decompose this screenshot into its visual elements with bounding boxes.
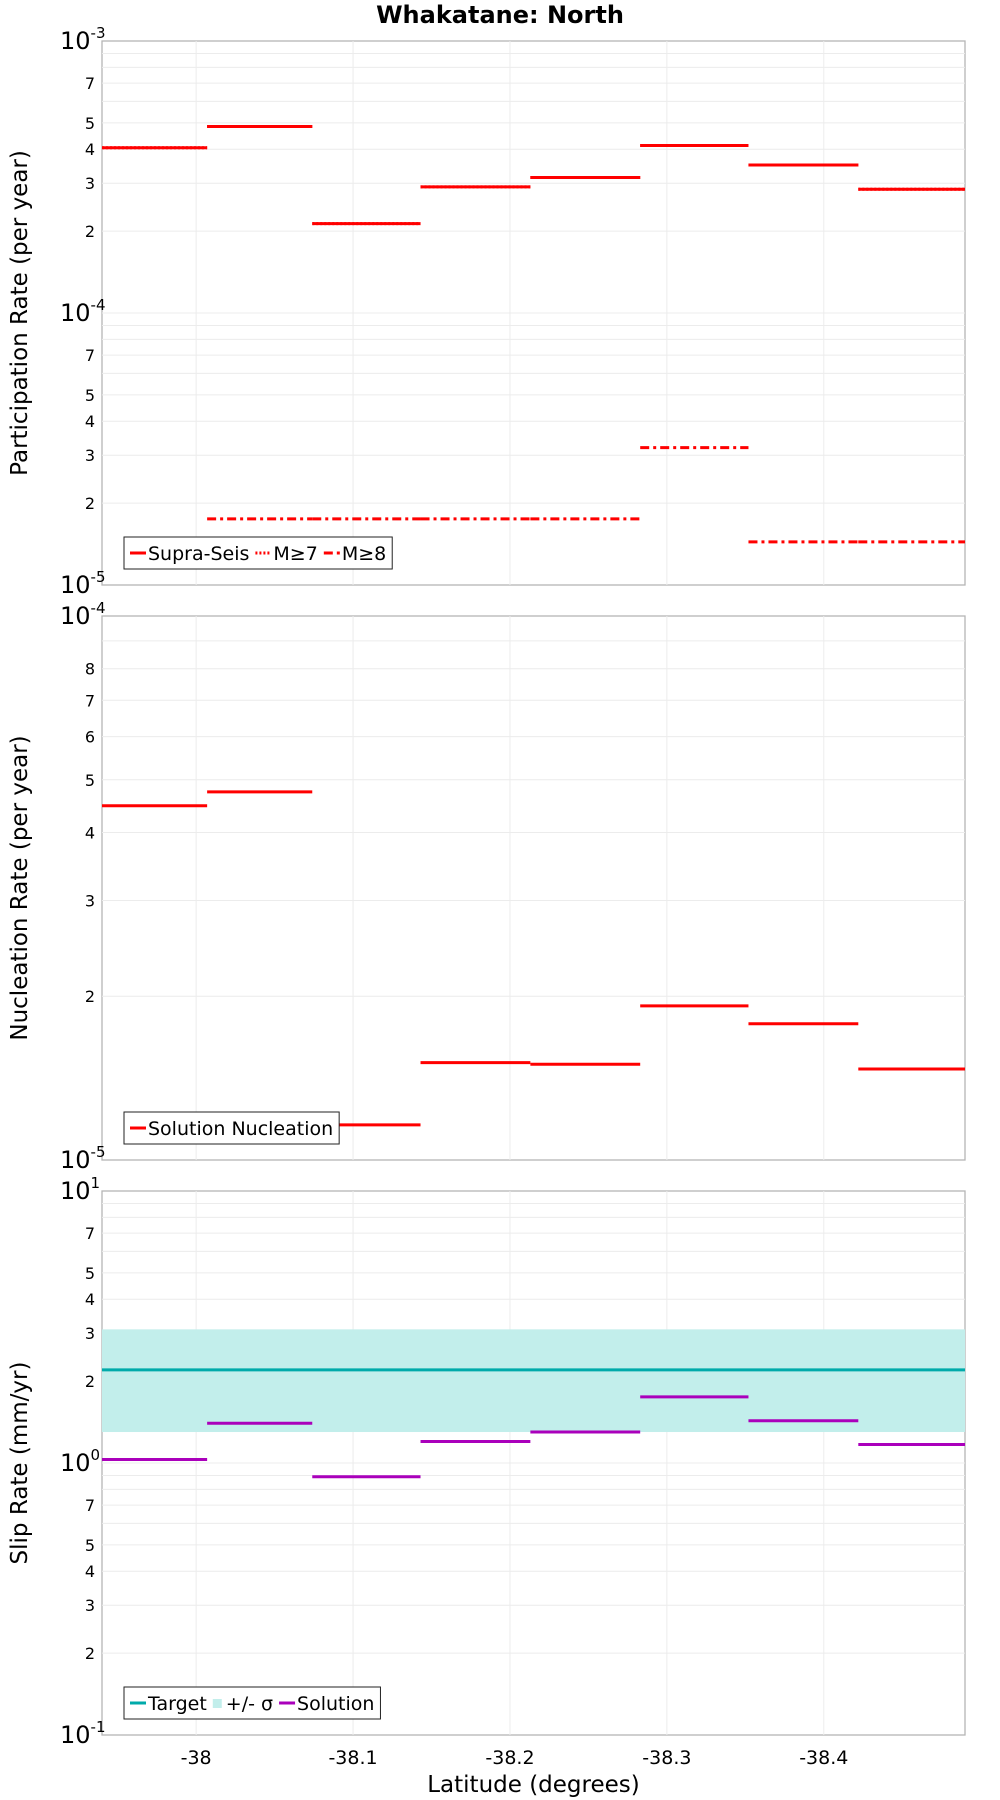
y-tick-major: 10-5: [60, 1143, 106, 1174]
tick-base: 10: [60, 27, 91, 55]
legend: Solution Nucleation: [123, 1111, 340, 1145]
y-tick-minor: 7: [85, 1496, 95, 1515]
x-tick-label: -38.1: [328, 1747, 377, 1769]
y-tick-minor: 7: [85, 1224, 95, 1243]
plot-frame: [101, 615, 966, 1161]
chart-panels: Participation Rate (per year)10-310-410-…: [7, 24, 966, 1798]
y-tick-minor: 2: [85, 494, 95, 513]
tick-base: 10: [60, 1146, 91, 1174]
legend-box: [123, 1686, 381, 1720]
tick-base: 10: [60, 602, 91, 630]
panel-3: Slip Rate (mm/yr)10110010-17543275432-38…: [7, 1174, 966, 1798]
legend-entry-label: Target: [147, 1693, 207, 1715]
chart-title: Whakatane: North: [376, 1, 624, 29]
tick-base: 10: [60, 1721, 91, 1749]
y-tick-minor: 2: [85, 1372, 95, 1391]
y-tick-minor: 4: [85, 1562, 95, 1581]
tick-base: 10: [60, 1177, 91, 1205]
tick-base: 10: [60, 1449, 91, 1477]
y-tick-minor: 3: [85, 1324, 95, 1343]
legend-entry-label: Solution: [297, 1693, 374, 1715]
legend-box: [123, 536, 393, 570]
y-tick-minor: 8: [85, 660, 95, 679]
y-tick-minor: 3: [85, 446, 95, 465]
legend-entry-label: M≥8: [342, 543, 386, 565]
y-tick-minor: 4: [85, 1290, 95, 1309]
y-tick-minor: 7: [85, 74, 95, 93]
legend-entry-label: Solution Nucleation: [148, 1118, 333, 1140]
tick-exponent: -4: [91, 296, 106, 314]
tick-base: 10: [60, 571, 91, 599]
y-tick-minor: 2: [85, 1644, 95, 1663]
y-tick-minor: 2: [85, 987, 95, 1006]
tick-exponent: 1: [91, 1174, 101, 1192]
tick-exponent: -3: [91, 24, 106, 42]
y-tick-major: 10-4: [60, 599, 106, 630]
x-tick-label: -38.3: [642, 1747, 691, 1769]
tick-exponent: -4: [91, 599, 106, 617]
y-tick-minor: 4: [85, 140, 95, 159]
y-axis-label: Slip Rate (mm/yr): [7, 1362, 33, 1565]
y-tick-minor: 5: [85, 1264, 95, 1283]
tick-base: 10: [60, 299, 91, 327]
panel-2: Nucleation Rate (per year)10-410-5876543…: [7, 599, 966, 1174]
y-tick-minor: 2: [85, 222, 95, 241]
tick-exponent: 0: [91, 1446, 101, 1464]
tick-exponent: -5: [91, 568, 106, 586]
y-tick-minor: 5: [85, 771, 95, 790]
y-tick-minor: 5: [85, 114, 95, 133]
legend-entry-label: Supra-Seis: [148, 543, 249, 565]
y-tick-minor: 3: [85, 891, 95, 910]
x-tick-label: -38: [181, 1747, 212, 1769]
sigma-band: [102, 1329, 965, 1433]
y-tick-major: 100: [60, 1446, 100, 1477]
y-tick-minor: 4: [85, 412, 95, 431]
panel-1: Participation Rate (per year)10-310-410-…: [7, 24, 966, 599]
x-axis-label: Latitude (degrees): [427, 1772, 640, 1798]
legend-entry-label: +/- σ: [226, 1693, 273, 1715]
y-tick-major: 10-5: [60, 568, 106, 599]
legend: Supra-Seis M≥7 M≥8: [123, 536, 393, 570]
tick-exponent: -5: [91, 1143, 106, 1161]
x-tick-label: -38.2: [485, 1747, 534, 1769]
y-tick-major: 101: [60, 1174, 100, 1205]
x-tick-label: -38.4: [799, 1747, 848, 1769]
tick-exponent: -1: [91, 1718, 106, 1736]
legend-swatch: [212, 1699, 222, 1708]
y-tick-minor: 4: [85, 823, 95, 842]
y-tick-minor: 6: [85, 728, 95, 747]
y-tick-minor: 7: [85, 691, 95, 710]
y-axis-label: Nucleation Rate (per year): [7, 735, 33, 1040]
y-tick-minor: 5: [85, 386, 95, 405]
legend: Target +/- σ Solution: [123, 1686, 381, 1720]
y-tick-major: 10-3: [60, 24, 106, 55]
y-axis-label: Participation Rate (per year): [7, 150, 33, 476]
y-tick-minor: 3: [85, 1596, 95, 1615]
y-tick-minor: 5: [85, 1536, 95, 1555]
legend-box: [123, 1111, 340, 1145]
y-tick-major: 10-4: [60, 296, 106, 327]
y-tick-minor: 3: [85, 174, 95, 193]
y-tick-minor: 7: [85, 346, 95, 365]
legend-entry-label: M≥7: [273, 543, 317, 565]
y-tick-major: 10-1: [60, 1718, 106, 1749]
